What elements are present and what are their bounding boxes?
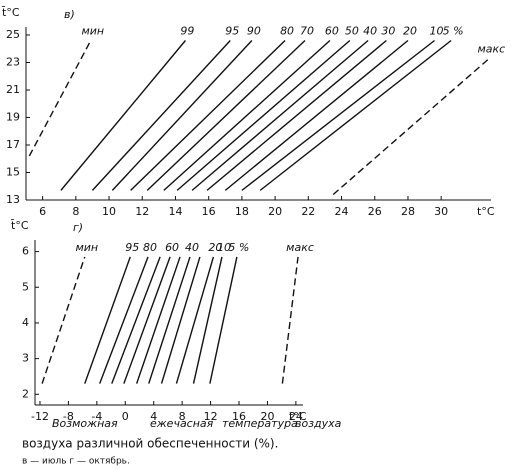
y-tick-label: 5 xyxy=(22,280,29,293)
curve-label: 5 % xyxy=(443,25,464,38)
y-tick-label: 2 xyxy=(22,387,29,400)
curve xyxy=(332,57,490,196)
curve-label: 5 % xyxy=(228,241,249,254)
curve xyxy=(192,256,223,384)
curve-label: 99 xyxy=(180,25,194,38)
y-tick-label: 13 xyxy=(6,193,20,206)
curve xyxy=(209,256,238,384)
x-tick-label: 16 xyxy=(202,205,216,218)
curve xyxy=(224,39,409,191)
x-tick-label: 4 xyxy=(150,410,157,423)
curve-label: 60 xyxy=(165,241,179,254)
curve-label: 10 xyxy=(217,241,231,254)
x-tick-label: 12 xyxy=(204,410,218,423)
caption-text: воздуха различной обеспеченности (%). xyxy=(22,437,278,451)
curve-label: 50 xyxy=(345,25,359,38)
curve xyxy=(241,39,435,191)
curve-label: мин xyxy=(75,241,98,254)
x-tick-label: 30 xyxy=(434,205,448,218)
curve xyxy=(281,256,299,384)
curve xyxy=(28,40,92,157)
curve-label: 20 xyxy=(403,25,417,38)
curve-label: 40 xyxy=(363,25,377,38)
x-tick-label: 6 xyxy=(39,205,46,218)
curve xyxy=(146,39,306,191)
curve-label: 90 xyxy=(247,25,261,38)
panel-label: г) xyxy=(73,221,83,234)
curve xyxy=(160,256,201,384)
x-axis-label: t°C xyxy=(289,410,307,423)
x-axis-label: t°C xyxy=(477,205,495,218)
curve-label: 10 xyxy=(430,25,444,38)
curve-label: макс xyxy=(286,241,314,254)
curve-label: 30 xyxy=(381,25,395,38)
curve xyxy=(111,40,253,191)
curve xyxy=(206,39,387,191)
x-tick-label: 16 xyxy=(232,410,246,423)
x-tick-label: 20 xyxy=(260,410,274,423)
curve xyxy=(135,256,181,384)
curve-label: мин xyxy=(81,25,104,38)
x-tick-label: -4 xyxy=(91,410,102,423)
x-tick-label: 8 xyxy=(72,205,79,218)
curve-label: 80 xyxy=(280,25,294,38)
y-tick-label: 23 xyxy=(6,56,20,69)
y-tick-label: 19 xyxy=(6,111,20,124)
caption-note: в — июль г — октябрь. xyxy=(22,457,130,467)
x-tick-label: 24 xyxy=(289,410,303,423)
x-tick-label: 8 xyxy=(179,410,186,423)
curve xyxy=(123,256,171,384)
y-tick-label: 6 xyxy=(22,245,29,258)
y-tick-label: 25 xyxy=(6,28,20,41)
curve-label: 80 xyxy=(143,241,157,254)
curve xyxy=(148,256,191,384)
panel-label: в) xyxy=(64,8,75,21)
curve-label: 70 xyxy=(300,25,314,38)
curve xyxy=(163,39,331,191)
curve xyxy=(99,256,149,384)
curve xyxy=(91,40,231,191)
y-tick-label: 15 xyxy=(6,166,20,179)
curve xyxy=(60,40,186,191)
curve xyxy=(84,256,131,384)
curve-label: макс xyxy=(477,42,505,55)
x-tick-label: 24 xyxy=(335,205,349,218)
y-axis-label: t̄°C xyxy=(10,219,29,232)
caption-word: ежечасная xyxy=(150,417,214,430)
curve-label: 60 xyxy=(325,25,339,38)
curve-label: 20 xyxy=(208,241,222,254)
caption-word: воздуха xyxy=(295,417,342,430)
caption-word: температура xyxy=(222,417,298,430)
y-tick-label: 3 xyxy=(22,352,29,365)
y-tick-label: 4 xyxy=(22,316,29,329)
curve xyxy=(259,39,452,191)
x-tick-label: 22 xyxy=(301,205,315,218)
x-tick-label: 20 xyxy=(268,205,282,218)
y-axis-label: t̄°C xyxy=(1,6,20,19)
caption-word: Возможная xyxy=(52,417,118,430)
y-tick-label: 17 xyxy=(6,138,20,151)
curve xyxy=(111,256,161,384)
x-tick-label: 18 xyxy=(235,205,249,218)
x-tick-label: 10 xyxy=(102,205,116,218)
curve xyxy=(191,39,369,191)
curve xyxy=(175,256,215,384)
x-tick-label: -12 xyxy=(31,410,49,423)
x-tick-label: 12 xyxy=(135,205,149,218)
curve-label: 95 xyxy=(125,241,139,254)
curve-label: 95 xyxy=(225,25,239,38)
x-tick-label: 28 xyxy=(401,205,415,218)
curve xyxy=(176,39,351,191)
y-tick-label: 21 xyxy=(6,83,20,96)
x-tick-label: -8 xyxy=(63,410,74,423)
x-tick-label: 26 xyxy=(368,205,382,218)
curve xyxy=(41,256,86,384)
x-tick-label: 14 xyxy=(168,205,182,218)
curve xyxy=(130,39,286,191)
curve-label: 40 xyxy=(185,241,199,254)
x-tick-label: 0 xyxy=(122,410,129,423)
